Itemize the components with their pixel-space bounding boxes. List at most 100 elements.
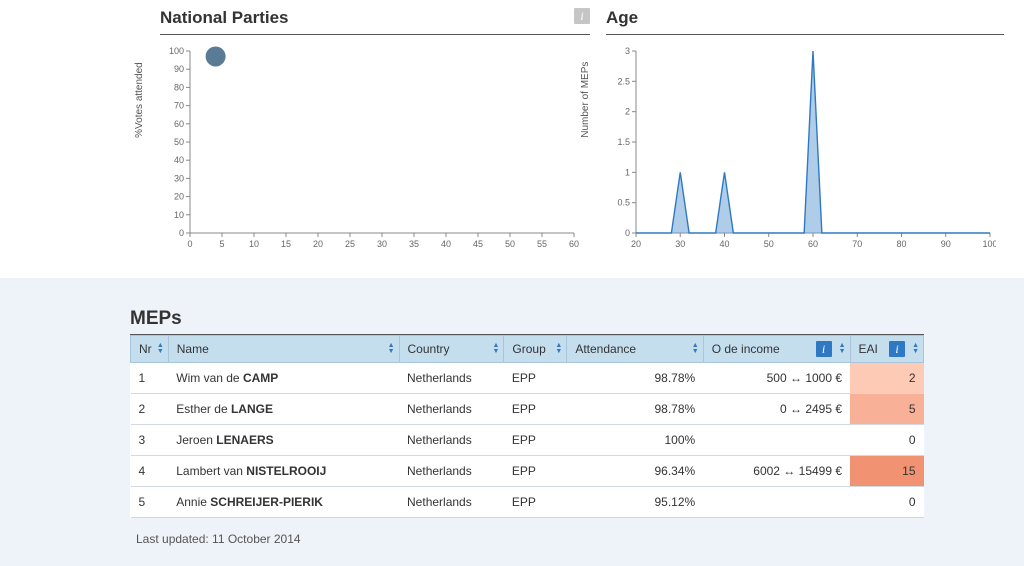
cell: 0 ↔ 2495 € (703, 394, 850, 425)
svg-text:60: 60 (569, 239, 579, 249)
mep-name: Annie SCHREIJER-PIERIK (176, 495, 323, 509)
sort-icon[interactable]: ▲▼ (555, 343, 562, 355)
svg-text:15: 15 (281, 239, 291, 249)
svg-text:20: 20 (631, 239, 641, 249)
svg-text:40: 40 (441, 239, 451, 249)
svg-text:30: 30 (174, 173, 184, 183)
svg-text:25: 25 (345, 239, 355, 249)
cell: 95.12% (567, 487, 703, 518)
svg-text:35: 35 (409, 239, 419, 249)
svg-text:50: 50 (174, 137, 184, 147)
sort-icon[interactable]: ▲▼ (839, 343, 846, 355)
svg-text:50: 50 (505, 239, 515, 249)
meps-section: MEPs Nr ▲▼ Name ▲▼ Country▲▼ Group ▲▼ Atten… (0, 278, 1024, 566)
cell: EPP (504, 487, 567, 518)
cell: Esther de LANGE (168, 394, 399, 425)
svg-text:10: 10 (174, 210, 184, 220)
col-name[interactable]: Name ▲▼ (168, 336, 399, 363)
col-label: O de income (712, 342, 780, 356)
sort-icon[interactable]: ▲▼ (492, 343, 499, 355)
svg-text:100: 100 (169, 46, 184, 56)
cell: 2 (131, 394, 169, 425)
mep-name: Wim van de CAMP (176, 371, 278, 385)
svg-text:2.5: 2.5 (617, 76, 630, 86)
svg-text:30: 30 (675, 239, 685, 249)
table-row[interactable]: 5 Annie SCHREIJER-PIERIK NetherlandsEPP95.… (131, 487, 924, 518)
national-parties-panel: National Parties i %Votes attended 01020… (160, 8, 590, 260)
charts-row: National Parties i %Votes attended 01020… (0, 0, 1024, 278)
sort-icon[interactable]: ▲▼ (912, 343, 919, 355)
svg-text:3: 3 (625, 46, 630, 56)
y-axis-label: %Votes attended (134, 62, 145, 138)
svg-text:30: 30 (377, 239, 387, 249)
cell: Lambert van NISTELROOIJ (168, 456, 399, 487)
cell: 4 (131, 456, 169, 487)
sort-icon[interactable]: ▲▼ (157, 343, 164, 355)
col-income[interactable]: O de income i ▲▼ (703, 336, 850, 363)
chart-title: National Parties (160, 8, 590, 35)
cell: 96.34% (567, 456, 703, 487)
cell: Jeroen LENAERS (168, 425, 399, 456)
svg-text:80: 80 (896, 239, 906, 249)
parties-chart: 0102030405060708090100051015202530354045… (160, 45, 580, 255)
col-eai[interactable]: EAIi▲▼ (850, 336, 923, 363)
table-row[interactable]: 2Esther de LANGENetherlandsEPP98.78%0 ↔ … (131, 394, 924, 425)
sort-icon[interactable]: ▲▼ (692, 343, 699, 355)
cell: EPP (504, 363, 567, 394)
cell: Netherlands (399, 456, 504, 487)
svg-text:40: 40 (719, 239, 729, 249)
mep-name: Esther de LANGE (176, 402, 273, 416)
svg-text:60: 60 (174, 119, 184, 129)
svg-text:0: 0 (625, 228, 630, 238)
info-icon[interactable]: i (574, 8, 590, 24)
col-label: Name (177, 342, 209, 356)
cell: 100% (567, 425, 703, 456)
cell: 15 (850, 456, 923, 487)
y-axis-label: Number of MEPs (580, 61, 591, 137)
svg-text:40: 40 (174, 155, 184, 165)
col-label: Group (512, 342, 545, 356)
svg-text:0.5: 0.5 (617, 198, 630, 208)
cell: 0 (850, 487, 923, 518)
col-label: Nr (139, 342, 152, 356)
mep-name: Jeroen LENAERS (176, 433, 273, 447)
meps-title: MEPs (130, 308, 924, 335)
svg-text:20: 20 (174, 192, 184, 202)
svg-text:80: 80 (174, 82, 184, 92)
cell: 98.78% (567, 363, 703, 394)
age-chart: 00.511.522.532030405060708090100 (606, 45, 996, 255)
info-icon[interactable]: i (816, 341, 832, 357)
cell: 2 (850, 363, 923, 394)
cell (703, 425, 850, 456)
cell: EPP (504, 425, 567, 456)
svg-text:1: 1 (625, 167, 630, 177)
svg-text:90: 90 (174, 64, 184, 74)
col-nr[interactable]: Nr ▲▼ (131, 336, 169, 363)
cell: Netherlands (399, 394, 504, 425)
cell: EPP (504, 456, 567, 487)
cell: 5 (131, 487, 169, 518)
meps-table: Nr ▲▼ Name ▲▼ Country▲▼ Group ▲▼ Attendance… (130, 335, 924, 518)
svg-text:0: 0 (179, 228, 184, 238)
sort-icon[interactable]: ▲▼ (388, 343, 395, 355)
cell: 500 ↔ 1000 € (703, 363, 850, 394)
svg-text:100: 100 (982, 239, 996, 249)
cell: Netherlands (399, 487, 504, 518)
chart-title: Age (606, 8, 1004, 35)
svg-text:90: 90 (941, 239, 951, 249)
col-group[interactable]: Group ▲▼ (504, 336, 567, 363)
svg-text:1.5: 1.5 (617, 137, 630, 147)
cell: 1 (131, 363, 169, 394)
cell (703, 487, 850, 518)
table-row[interactable]: 4 Lambert van NISTELROOIJ NetherlandsEPP96… (131, 456, 924, 487)
table-row[interactable]: 3Jeroen LENAERSNetherlandsEPP100%0 (131, 425, 924, 456)
col-country[interactable]: Country▲▼ (399, 336, 504, 363)
col-attendance[interactable]: Attendance ▲▼ (567, 336, 703, 363)
info-icon[interactable]: i (889, 341, 905, 357)
table-row[interactable]: 1Wim van de CAMPNetherlandsEPP98.78%500 … (131, 363, 924, 394)
cell: Annie SCHREIJER-PIERIK (168, 487, 399, 518)
svg-text:20: 20 (313, 239, 323, 249)
svg-text:70: 70 (174, 101, 184, 111)
col-label: Attendance (575, 342, 636, 356)
mep-name: Lambert van NISTELROOIJ (176, 464, 326, 478)
